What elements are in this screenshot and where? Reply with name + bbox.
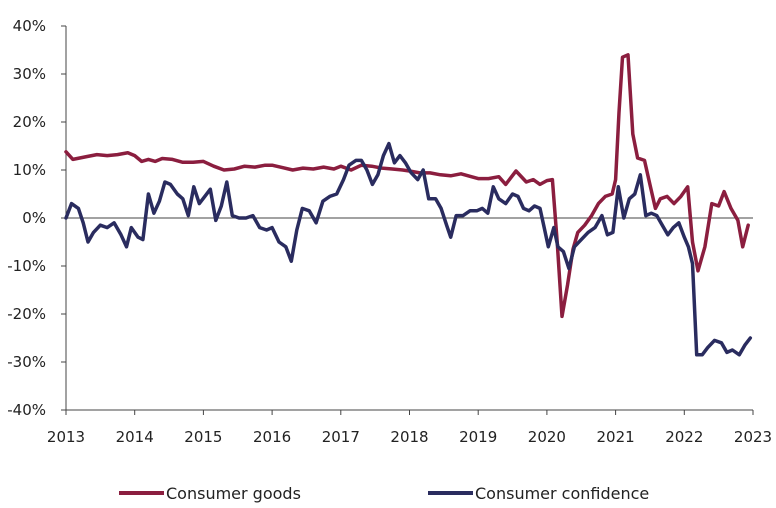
x-tick-label: 2013 [47,428,85,446]
x-tick-label: 2015 [184,428,222,446]
legend-label-consumer-confidence: Consumer confidence [475,484,649,503]
y-tick-label: -30% [7,353,46,371]
y-tick-label: 40% [13,17,46,35]
series-lines [64,53,753,357]
x-tick-label: 2019 [459,428,497,446]
x-tick-label: 2021 [597,428,635,446]
x-tick-label: 2018 [390,428,428,446]
y-tick-label: -40% [7,401,46,419]
y-tick-label: 30% [13,65,46,83]
x-tick-label: 2020 [528,428,566,446]
x-tick-label: 2017 [322,428,360,446]
y-axis-ticks: 40% 30% 20% 10% 0% -10% -20% -30% -40% [7,17,66,419]
y-tick-label: -20% [7,305,46,323]
series-line-consumer-confidence [64,141,753,357]
y-tick-label: 10% [13,161,46,179]
legend-item-consumer-confidence: Consumer confidence [428,484,649,503]
y-tick-label: -10% [7,257,46,275]
x-tick-label: 2022 [665,428,703,446]
legend: Consumer goods Consumer confidence [119,484,649,503]
y-tick-label: 20% [13,113,46,131]
x-tick-label: 2023 [734,428,772,446]
series-line-consumer-goods [64,53,750,319]
x-tick-label: 2016 [253,428,291,446]
legend-item-consumer-goods: Consumer goods [119,484,301,503]
y-tick-label: 0% [22,209,46,227]
x-tick-label: 2014 [116,428,154,446]
x-axis-ticks: 2013 2014 2015 2016 2017 2018 2019 2020 2021 2022… [47,410,772,446]
legend-label-consumer-goods: Consumer goods [166,484,301,503]
